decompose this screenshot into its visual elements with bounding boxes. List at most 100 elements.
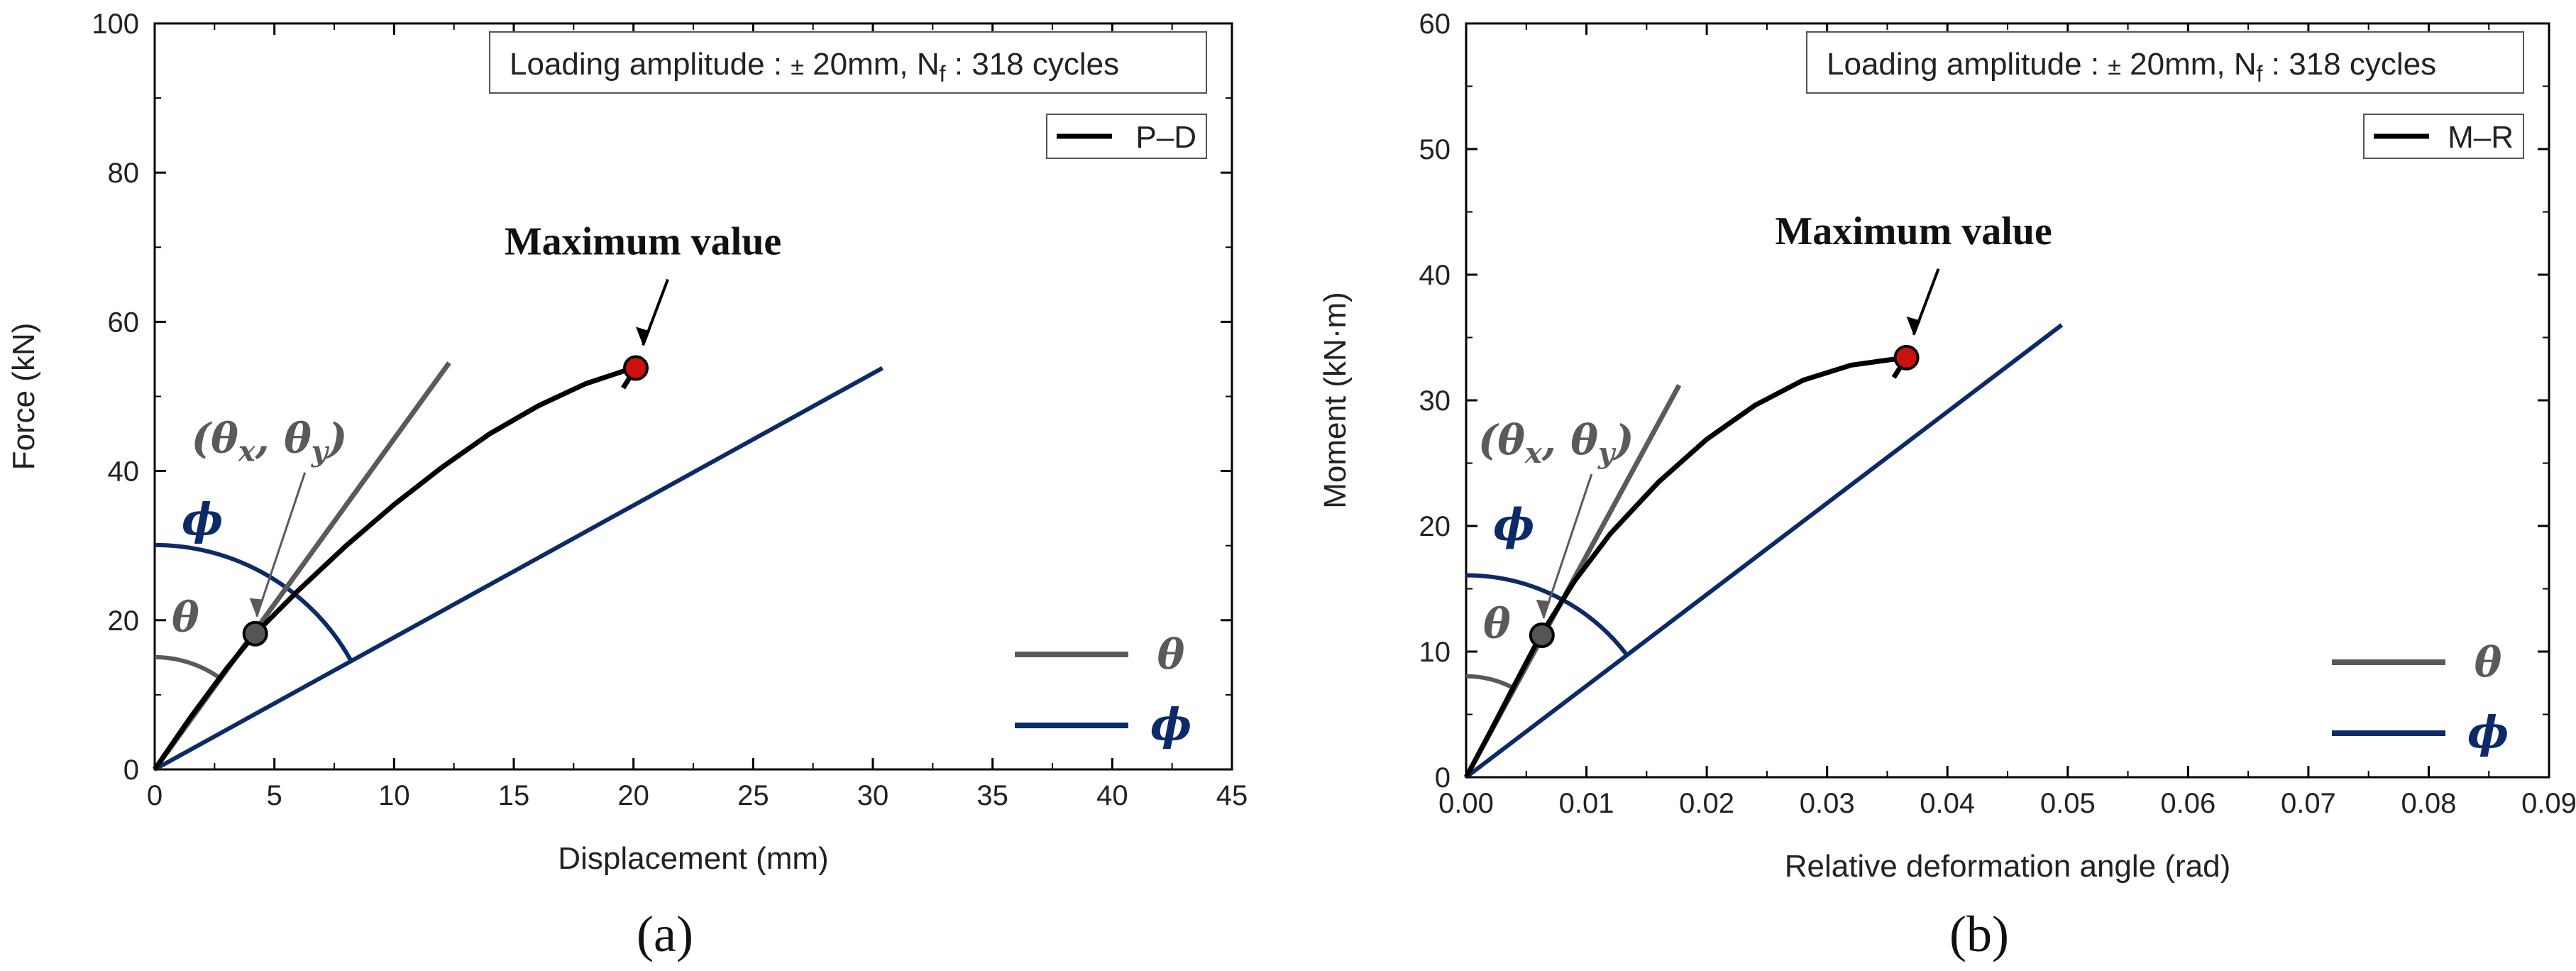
y-tick-label: 20 — [1419, 511, 1451, 542]
yield-label-subscript: x — [1524, 437, 1543, 470]
yield-label-subscript: y — [1597, 437, 1617, 470]
info-suffix: : 318 cycles — [2263, 47, 2437, 82]
legend-label-theta: θ — [1157, 630, 1185, 679]
x-tick-label: 0.03 — [1800, 788, 1855, 819]
max-value-arrowhead — [636, 327, 651, 346]
theta-angle-label: θ — [1483, 600, 1511, 648]
x-tick-label: 0.00 — [1438, 788, 1494, 819]
y-tick-label: 0 — [123, 755, 139, 786]
phi-angle-arc — [1465, 573, 1629, 657]
legend-label-theta: θ — [2475, 638, 2502, 686]
y-tick-label: 50 — [1419, 134, 1451, 165]
yield-label-part: , — [255, 415, 284, 463]
legend-label-curve: P–D — [1135, 120, 1196, 155]
info-pm: ± — [791, 53, 804, 80]
yield-label-subscript: y — [311, 435, 330, 468]
x-tick-label: 5 — [267, 780, 282, 811]
max-point-marker — [1893, 344, 1920, 371]
panel-label: (b) — [1949, 906, 2009, 962]
y-tick-label: 60 — [1419, 9, 1451, 40]
yield-point-arrow — [255, 472, 307, 618]
yield-label-subscript: x — [238, 435, 256, 468]
info-sub: f — [2257, 61, 2263, 87]
yield-point-arrow — [1542, 473, 1593, 619]
y-tick-label: 80 — [108, 158, 140, 189]
series-main-curve — [153, 366, 634, 771]
x-axis-label: Displacement (mm) — [558, 841, 828, 876]
legend-label-phi: ϕ — [1150, 698, 1191, 750]
x-tick-label: 0.06 — [2160, 788, 2216, 819]
info-box-text: Loading amplitude : ± 20mm, Nf : 318 cyc… — [1827, 47, 2436, 87]
y-tick-label: 40 — [1419, 260, 1451, 291]
yield-point-label: (θx, θy) — [1478, 416, 1634, 470]
max-value-arrowhead — [1906, 316, 1921, 335]
legend-label-curve: M–R — [2448, 120, 2514, 155]
x-tick-label: 0.01 — [1559, 788, 1614, 819]
panel-label: (a) — [637, 906, 693, 962]
theta-angle-arc — [154, 654, 222, 681]
yield-point-arrowhead — [249, 598, 264, 617]
info-box — [1806, 31, 2524, 94]
x-tick-label: 20 — [617, 780, 649, 811]
y-axis-label: Moment (kN·m) — [1318, 292, 1353, 509]
info-sub: f — [940, 61, 946, 87]
x-tick-label: 0.02 — [1679, 788, 1734, 819]
yield-label-part: ( — [1478, 416, 1499, 464]
max-point-marker — [623, 355, 649, 381]
yield-label-part: ( — [192, 415, 213, 463]
x-tick-label: 0 — [147, 780, 163, 811]
series-main-curve — [1463, 355, 1906, 779]
yield-label-part: θ — [211, 415, 238, 463]
x-tick-label: 40 — [1096, 780, 1128, 811]
x-tick-label: 0.08 — [2401, 788, 2457, 819]
x-tick-label: 25 — [737, 780, 769, 811]
yield-label-part: θ — [1497, 416, 1525, 464]
y-tick-label: 30 — [1419, 385, 1451, 417]
info-box-text: Loading amplitude : ± 20mm, Nf : 318 cyc… — [510, 47, 1119, 87]
x-tick-label: 10 — [378, 780, 410, 811]
info-amp: 20mm, N — [2121, 47, 2257, 82]
yield-label-part: ) — [326, 415, 347, 463]
y-tick-label: 10 — [1419, 637, 1451, 668]
yield-point-label: (θx, θy) — [192, 415, 348, 468]
x-tick-label: 45 — [1216, 780, 1248, 811]
yield-point-marker — [1529, 622, 1555, 648]
y-tick-label: 100 — [92, 9, 139, 40]
y-tick-label: 60 — [108, 307, 140, 338]
theta-angle-label: θ — [172, 593, 199, 642]
info-suffix: : 318 cycles — [946, 47, 1120, 82]
yield-label-part: ) — [1612, 416, 1634, 464]
x-tick-label: 0.04 — [1920, 788, 1975, 819]
x-tick-label: 15 — [498, 780, 530, 811]
y-tick-label: 40 — [108, 456, 140, 488]
series-phi-line — [1465, 323, 2064, 779]
phi-angle-label: ϕ — [1493, 498, 1534, 550]
yield-point-marker — [242, 620, 268, 647]
x-tick-label: 30 — [857, 780, 889, 811]
x-tick-label: 35 — [976, 780, 1008, 811]
max-value-label: Maximum value — [1775, 209, 2052, 253]
yield-label-part: θ — [1570, 416, 1598, 464]
x-tick-label: 0.05 — [2040, 788, 2096, 819]
x-tick-label: 0.09 — [2521, 788, 2576, 819]
yield-label-part: , — [1541, 416, 1570, 464]
series-phi-line — [153, 366, 884, 772]
x-axis-label: Relative deformation angle (rad) — [1785, 849, 2231, 884]
phi-angle-arc — [154, 542, 353, 662]
chart-a: 0 5 10 15 20 25 30 35 40 45 0 20 40 60 80 100 Displaceme… — [6, 9, 1248, 962]
info-box — [489, 31, 1207, 94]
y-tick-label: 0 — [1435, 762, 1451, 794]
legend-label-phi: ϕ — [2467, 706, 2509, 758]
x-tick-label: 0.07 — [2281, 788, 2336, 819]
info-prefix: Loading amplitude : — [510, 47, 791, 82]
y-tick-label: 20 — [108, 605, 140, 637]
max-value-label: Maximum value — [505, 220, 781, 264]
yield-label-part: θ — [284, 415, 312, 463]
info-pm: ± — [2108, 53, 2121, 80]
info-amp: 20mm, N — [804, 47, 940, 82]
phi-angle-label: ϕ — [182, 493, 223, 545]
theta-angle-arc — [1465, 674, 1516, 691]
info-prefix: Loading amplitude : — [1827, 47, 2108, 82]
yield-point-arrowhead — [1536, 599, 1551, 618]
